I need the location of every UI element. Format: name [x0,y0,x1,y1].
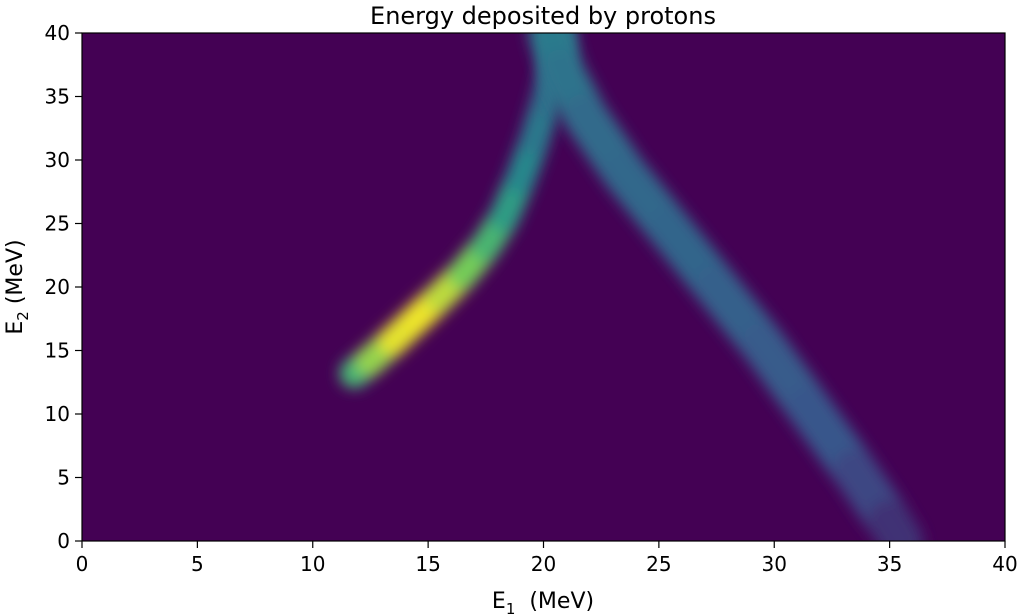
x-tick-label: 5 [191,552,204,576]
x-tick-label: 35 [877,552,902,576]
band-right [528,33,924,541]
y-tick-label: 25 [45,212,70,236]
y-axis-label-sub: 2 [14,311,32,321]
x-tick-label: 25 [646,552,671,576]
y-axis-label: E2 (MeV) [3,239,32,334]
y-tick-label: 0 [57,529,70,553]
x-axis-label-rest: (MeV) [515,589,594,614]
x-tick-label: 15 [415,552,440,576]
x-tick-label: 10 [300,552,325,576]
x-axis-label-sub: 1 [506,600,516,614]
band-segment [867,499,924,541]
y-axis-label-rest: (MeV) [3,239,28,311]
y-tick-label: 20 [45,275,70,299]
y-tick-label: 30 [45,148,70,172]
density-bands [339,33,924,541]
x-tick-label: 20 [531,552,556,576]
y-axis-label-main: E [3,321,28,335]
x-tick-label: 30 [762,552,787,576]
y-tick-label: 40 [45,21,70,45]
y-tick-label: 15 [45,339,70,363]
y-tick-label: 35 [45,85,70,109]
x-axis: 0 5 10 15 20 25 30 35 40 [76,541,1018,576]
y-axis: 0 5 10 15 20 25 30 35 40 [45,21,82,553]
chart-title: Energy deposited by protons [370,2,716,30]
x-axis-label-main: E [492,589,506,614]
x-tick-label: 0 [76,552,89,576]
y-tick-label: 10 [45,402,70,426]
x-axis-label: E1 (MeV) [492,589,594,614]
x-tick-label: 40 [992,552,1017,576]
y-tick-label: 5 [57,466,70,490]
